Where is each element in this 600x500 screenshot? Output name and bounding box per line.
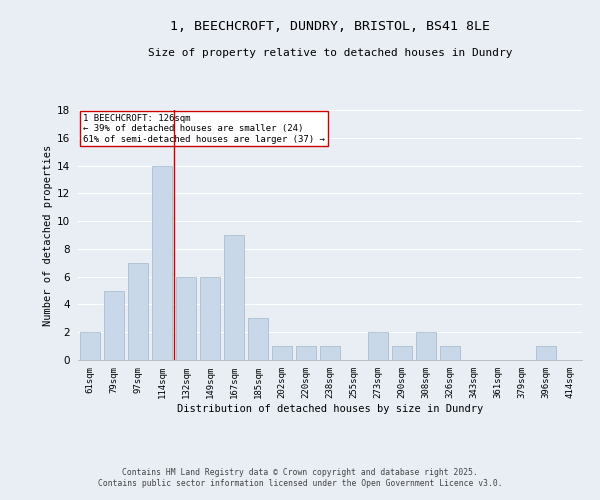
Text: 1 BEECHCROFT: 126sqm
← 39% of detached houses are smaller (24)
61% of semi-detac: 1 BEECHCROFT: 126sqm ← 39% of detached h… [83,114,325,144]
Y-axis label: Number of detached properties: Number of detached properties [43,144,53,326]
Text: 1, BEECHCROFT, DUNDRY, BRISTOL, BS41 8LE: 1, BEECHCROFT, DUNDRY, BRISTOL, BS41 8LE [170,20,490,33]
Bar [104,290,124,360]
Bar [536,346,556,360]
Bar [176,276,196,360]
Bar [224,235,244,360]
Bar [152,166,172,360]
Bar [440,346,460,360]
Bar [368,332,388,360]
Text: Contains HM Land Registry data © Crown copyright and database right 2025.
Contai: Contains HM Land Registry data © Crown c… [98,468,502,487]
Bar [392,346,412,360]
Bar [80,332,100,360]
Text: Size of property relative to detached houses in Dundry: Size of property relative to detached ho… [148,48,512,58]
Bar [272,346,292,360]
Bar [296,346,316,360]
Bar [248,318,268,360]
Bar [128,263,148,360]
Bar [320,346,340,360]
Bar [416,332,436,360]
X-axis label: Distribution of detached houses by size in Dundry: Distribution of detached houses by size … [177,404,483,414]
Bar [200,276,220,360]
